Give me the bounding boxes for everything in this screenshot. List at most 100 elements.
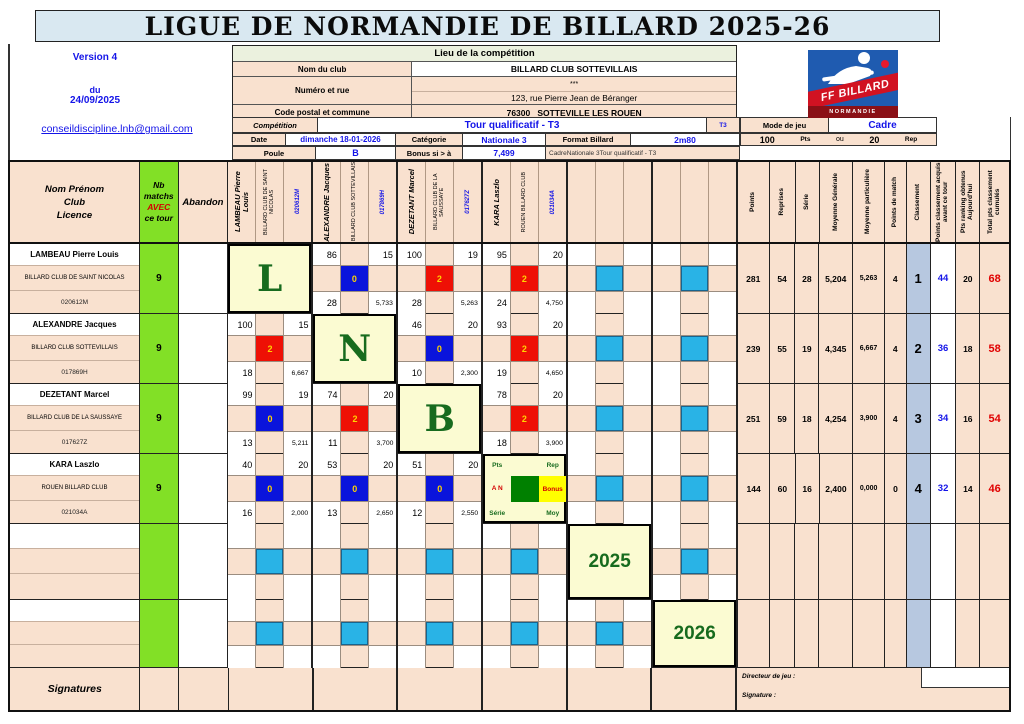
header-nom-prenom: Nom Prénom [44,183,105,195]
match-serie [228,646,257,668]
match-pending-cell [652,244,738,314]
match-moyenne [708,575,736,600]
match-serie: 18 [482,432,511,454]
match-subcell [312,266,341,292]
match-subcell [313,622,342,646]
version-du: du [89,85,101,95]
match-subcell [256,432,285,454]
signature-cell[interactable] [140,668,180,710]
contact-email-link[interactable]: conseildiscipline.lnb@gmail.com [41,123,193,135]
match-reprises [709,454,737,476]
diagonal-label: B [424,397,455,440]
match-subcell [681,432,709,454]
match-subcell [567,266,596,292]
pending-marker [595,336,624,362]
results-table: Nom Prénom Club Licence Nb matchs AVEC c… [8,160,1011,712]
stat-pts_match [884,524,907,599]
signature-cell[interactable] [398,668,484,710]
match-serie [652,292,681,314]
reprises-unit-label: Rep [904,136,918,143]
match-subcell [340,244,369,266]
match-pending-cell [398,600,484,668]
match-serie: 16 [228,502,257,524]
signature-cell[interactable] [483,668,568,710]
points-unit-label: Pts [800,136,811,143]
match-moyenne [284,646,312,668]
match-subcell [511,292,539,314]
legend-item [511,476,540,502]
match-serie [568,502,597,524]
signatures-row: Signatures Directeur de jeu : Signature … [10,668,1009,710]
match-subcell [369,406,397,432]
player-name: KARA Laszlo [10,454,139,476]
match-points [313,600,342,622]
signature-cell[interactable] [313,668,399,710]
stat-reprises [769,524,796,599]
match-subcell [538,266,566,292]
match-points [228,600,257,622]
match-serie [652,432,681,454]
player-identity-cell: KARA Laszlo ROUEN BILLARD CLUB 021034A [10,454,140,523]
match-points: 51 [398,454,427,476]
match-subcell [228,549,257,575]
legend-item: Pts [492,461,503,469]
bonus-value: 7,499 [463,147,546,159]
player-club-vertical [681,162,710,242]
director-input-box[interactable] [920,668,1009,688]
match-bonus: 2 [256,336,285,362]
match-subcell [482,406,511,432]
director-label: Directeur de jeu : [742,673,796,680]
match-result-cell: 74 20 2 11 3,700 [313,384,399,454]
match-serie [398,646,427,668]
stat-total [980,600,1010,667]
poule-label: Poule [233,147,316,159]
match-serie [228,575,257,600]
match-column-header-3: DEZETANT Marcel BILLARD CLUB DE LA SAUSSA… [398,162,484,242]
player-club-vertical: BILLARD CLUB SOTTEVILLAIS [341,162,370,242]
signature-cell[interactable] [567,668,653,710]
match-subcell [426,646,455,668]
match-serie [652,362,681,384]
match-subcell [398,549,427,575]
signature-cell[interactable] [652,668,738,710]
diagonal-cell: B [398,384,483,453]
match-subcell [681,502,710,524]
match-subcell [426,362,454,384]
abandon-value [178,384,229,453]
stat-moy_gen [819,524,854,599]
match-points: 100 [397,244,426,266]
match-subcell [284,549,312,575]
stat-moy_part: 5,263 [853,244,885,313]
match-serie [653,502,682,524]
match-serie: 24 [482,292,511,314]
nb-matchs-value [140,524,179,599]
pending-marker [680,336,709,362]
pending-marker [680,266,709,292]
nb-matchs-value: 9 [140,244,179,313]
signature-cell[interactable] [179,668,230,710]
match-points [567,244,596,266]
match-moyenne [539,646,567,668]
match-subcell [454,549,482,575]
match-reprises [623,314,651,336]
player-licence [10,645,140,668]
nb-matchs-value [140,600,179,667]
stat-classement [906,524,931,599]
pending-marker [596,622,625,646]
match-reprises [623,244,651,266]
stat-pts_avant: 36 [930,314,957,383]
or-label: ou [836,136,844,143]
match-subcell [341,292,369,314]
match-subcell [653,476,682,502]
legend-item: Série [489,509,506,517]
stat-moy_part [853,524,885,599]
match-subcell [483,549,512,575]
player-identity-cell: LAMBEAU Pierre Louis BILLARD CLUB DE SAIN… [10,244,141,313]
name-column-header: Nom Prénom Club Licence [10,162,140,242]
player-name-vertical [653,162,682,242]
match-subcell [680,524,709,549]
match-subcell [426,502,455,524]
match-subcell [313,406,342,432]
signature-cell[interactable] [229,668,314,710]
stat-serie [795,600,820,667]
